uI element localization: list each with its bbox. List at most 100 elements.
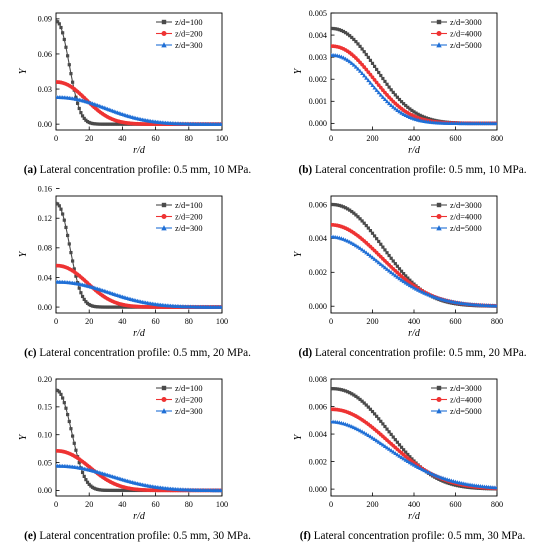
data-point <box>124 488 128 493</box>
data-point <box>368 434 373 439</box>
data-point <box>339 388 343 392</box>
data-point <box>387 268 392 273</box>
data-point <box>372 78 377 82</box>
legend-label: z/d=100 <box>175 201 203 210</box>
data-point <box>354 213 358 217</box>
data-point <box>380 442 385 447</box>
y-tick-label: 0.000 <box>309 485 327 494</box>
data-point <box>393 106 398 111</box>
data-point <box>393 273 398 278</box>
data-point <box>337 203 341 208</box>
data-point <box>112 488 116 493</box>
data-point <box>339 204 343 208</box>
data-point <box>393 438 397 442</box>
caption-text: Lateral concentration profile: 0.5 mm, 3… <box>313 530 526 542</box>
data-point <box>114 305 118 309</box>
data-point <box>376 83 381 88</box>
data-point <box>112 305 116 309</box>
data-point <box>356 42 360 46</box>
data-point <box>114 488 118 493</box>
data-point <box>378 85 383 90</box>
data-point <box>374 87 379 92</box>
data-point <box>110 488 115 493</box>
data-point <box>79 291 83 295</box>
data-point <box>343 206 348 210</box>
y-tick-label: 0.004 <box>309 430 327 439</box>
data-point <box>100 122 105 126</box>
data-point <box>366 226 370 230</box>
data-point <box>352 393 356 397</box>
data-point <box>85 301 90 305</box>
data-point <box>348 34 352 38</box>
data-point <box>82 297 86 302</box>
data-point <box>424 116 429 120</box>
panel-caption: (c) Lateral concentration profile: 0.5 m… <box>0 347 275 359</box>
data-point <box>404 450 408 454</box>
data-point <box>125 488 129 493</box>
data-point <box>110 305 115 309</box>
legend-marker <box>436 385 442 391</box>
data-point <box>85 480 90 484</box>
data-point <box>364 431 369 436</box>
legend-label: z/d=100 <box>175 18 203 27</box>
chart-svg-f: 0 200 400 600 800 0.000 0.002 0.004 0.006 0.008 r/… <box>293 375 503 522</box>
y-tick-label: 0.05 <box>38 458 52 467</box>
data-point <box>391 90 395 94</box>
y-tick-label: 0.004 <box>309 31 327 40</box>
data-point <box>372 234 377 238</box>
data-point <box>410 457 414 461</box>
data-point <box>80 294 85 299</box>
data-point <box>89 303 93 308</box>
x-tick-label: 60 <box>152 500 160 509</box>
data-point <box>441 479 445 483</box>
caption-label: (a) <box>23 164 37 176</box>
series-z/d=300 <box>56 279 222 309</box>
data-point <box>110 122 115 126</box>
data-point <box>351 242 356 246</box>
data-point <box>385 427 389 431</box>
data-point <box>372 64 377 69</box>
data-point <box>364 52 368 57</box>
data-point <box>109 488 113 493</box>
data-point <box>62 37 66 42</box>
x-tick-label: 100 <box>216 134 228 143</box>
data-point <box>408 278 412 282</box>
data-point <box>127 488 131 493</box>
data-point <box>115 305 120 309</box>
data-point <box>56 202 60 206</box>
data-point <box>347 239 352 244</box>
data-point <box>107 122 111 126</box>
data-point <box>112 122 116 126</box>
data-point <box>122 305 126 309</box>
data-point <box>354 394 358 398</box>
data-point <box>494 121 497 126</box>
data-point <box>381 422 385 426</box>
legend-marker <box>161 408 167 414</box>
x-tick-label: 800 <box>491 134 503 143</box>
data-point <box>59 207 63 211</box>
data-point <box>402 272 406 276</box>
data-point <box>387 101 392 106</box>
x-tick-label: 0 <box>54 317 58 326</box>
x-tick-label: 60 <box>152 134 160 143</box>
data-point <box>366 70 371 74</box>
data-point <box>56 388 60 393</box>
panel-caption: (d) Lateral concentration profile: 0.5 m… <box>275 347 550 359</box>
data-point <box>370 231 375 235</box>
data-point <box>411 462 417 467</box>
data-point <box>403 113 408 118</box>
chart-svg-a: 0 20 40 60 80 1000.000.030.060.09r/dYz/d=100z… <box>18 12 228 156</box>
legend-label: z/d=100 <box>175 384 203 393</box>
data-point <box>90 485 95 489</box>
data-point <box>75 101 80 105</box>
y-tick-label: 0.08 <box>38 244 52 253</box>
data-point <box>402 448 406 452</box>
data-point <box>115 488 120 493</box>
data-point <box>360 47 364 51</box>
data-point <box>71 434 75 438</box>
x-tick-label: 40 <box>118 134 126 143</box>
data-point <box>97 488 101 492</box>
data-point <box>64 225 68 230</box>
